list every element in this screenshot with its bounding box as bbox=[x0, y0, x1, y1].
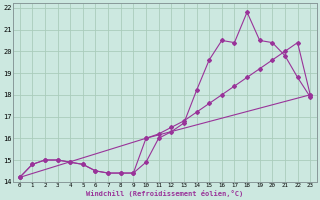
X-axis label: Windchill (Refroidissement éolien,°C): Windchill (Refroidissement éolien,°C) bbox=[86, 190, 244, 197]
